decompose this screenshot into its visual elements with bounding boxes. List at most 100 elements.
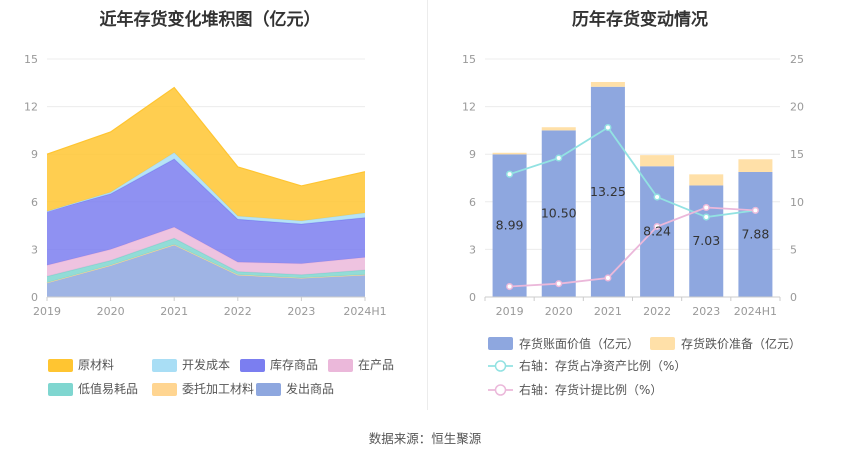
right-y-tick-label: 15 bbox=[462, 53, 476, 66]
bar-reserve bbox=[492, 152, 527, 155]
left-y-tick-label: 9 bbox=[31, 148, 38, 161]
right-x-tick-label: 2021 bbox=[594, 305, 622, 318]
legend-swatch-raw bbox=[48, 359, 73, 372]
legend-label-shipped: 发出商品 bbox=[286, 381, 334, 396]
legend-label-wip: 在产品 bbox=[358, 358, 394, 372]
bar-reserve bbox=[640, 155, 675, 167]
line-point-ratio_line bbox=[506, 170, 514, 178]
line-point-provision_line bbox=[751, 206, 759, 214]
legend-swatch-stock bbox=[240, 359, 265, 372]
bar-reserve bbox=[738, 159, 773, 172]
right-y-tick-label: 12 bbox=[462, 101, 476, 114]
legend-label-provision_line: 右轴：存货计提比例（%） bbox=[519, 382, 662, 397]
bar-reserve bbox=[590, 82, 625, 87]
left-y-tick-label: 3 bbox=[31, 243, 38, 256]
left-stacked-areas bbox=[46, 86, 366, 297]
area-wip bbox=[47, 227, 365, 277]
legend-swatch-dev bbox=[152, 359, 177, 372]
bar-value-label: 7.03 bbox=[692, 233, 720, 248]
data-source-footer: 数据来源：恒生聚源 bbox=[368, 431, 482, 446]
right-x-tick-label: 2023 bbox=[692, 305, 720, 318]
bar-reserve bbox=[689, 174, 724, 186]
left-x-tick-label: 2023 bbox=[287, 305, 315, 318]
bar-reserve bbox=[541, 127, 576, 131]
legend-swatch-shipped bbox=[256, 383, 281, 396]
line-provision_line bbox=[509, 206, 756, 288]
right-y-tick-label: 9 bbox=[469, 148, 476, 161]
left-x-tick-label: 2021 bbox=[160, 305, 188, 318]
legend-label-lowvalue: 低值易耗品 bbox=[78, 381, 138, 396]
bar-value-label: 10.50 bbox=[541, 206, 577, 221]
legend-swatch-reserve bbox=[650, 337, 675, 350]
right-y2-tick-label: 5 bbox=[790, 243, 797, 256]
left-y-tick-label: 15 bbox=[24, 53, 38, 66]
line-point-provision_line bbox=[653, 223, 661, 231]
left-axes: 0 3 6 9 12 15 2019 2020 2021 2022 2023 2024H1 bbox=[24, 53, 387, 318]
bar-book-value bbox=[738, 171, 773, 297]
right-y-tick-label: 6 bbox=[469, 196, 476, 209]
right-x-tick-label: 2019 bbox=[496, 305, 524, 318]
legend-label-dev: 开发成本 bbox=[182, 357, 230, 372]
right-axes: 0 3 6 9 12 15 0 5 10 15 20 25 2019 2020 2021 2022 2023 20… bbox=[462, 53, 804, 318]
left-x-tick-label: 2020 bbox=[97, 305, 125, 318]
left-y-tick-label: 12 bbox=[24, 101, 38, 114]
line-point-ratio_line bbox=[604, 123, 612, 132]
legend-label-book: 存货账面价值（亿元） bbox=[519, 336, 639, 351]
line-point-provision_line bbox=[702, 203, 710, 212]
right-y2-tick-label: 0 bbox=[790, 291, 797, 304]
legend-label-stock: 库存商品 bbox=[270, 357, 318, 372]
left-chart-title: 近年存货变化堆积图（亿元） bbox=[99, 10, 321, 30]
right-y2-tick-label: 10 bbox=[790, 196, 804, 209]
right-gridlines bbox=[485, 58, 780, 298]
legend-swatch-lowvalue bbox=[48, 383, 73, 396]
bar-book-value bbox=[590, 86, 625, 298]
line-point-provision_line bbox=[555, 280, 563, 288]
bar-value-label: 7.88 bbox=[741, 226, 769, 241]
line-ratio_line bbox=[509, 126, 756, 218]
bar-value-label: 8.99 bbox=[496, 218, 524, 233]
left-y-tick-label: 6 bbox=[31, 196, 38, 209]
legend-marker-provision_line bbox=[494, 384, 507, 396]
right-data-labels: 8.99 10.50 13.25 8.24 7.03 7.88 bbox=[496, 184, 770, 248]
legend-label-raw: 原材料 bbox=[78, 358, 114, 372]
bar-value-label: 8.24 bbox=[643, 224, 671, 239]
right-x-tick-label: 2022 bbox=[643, 305, 671, 318]
area-shipped bbox=[47, 244, 365, 297]
right-legend: 存货账面价值（亿元） 存货跌价准备（亿元） 右轴：存货占净资产比例（%） 右轴：存货计… bbox=[488, 336, 801, 397]
line-point-ratio_line bbox=[653, 193, 661, 201]
right-y2-tick-label: 15 bbox=[790, 148, 804, 161]
area-edge-raw bbox=[46, 86, 366, 187]
bar-book-value bbox=[640, 166, 675, 297]
bar-book-value bbox=[492, 154, 527, 297]
left-x-tick-label: 2022 bbox=[224, 305, 252, 318]
right-y-tick-label: 0 bbox=[469, 291, 476, 304]
legend-swatch-wip bbox=[328, 359, 353, 372]
legend-label-reserve: 存货跌价准备（亿元） bbox=[681, 336, 801, 351]
area-dev bbox=[47, 152, 365, 225]
right-x-tick-label: 2024H1 bbox=[734, 305, 777, 318]
panel-divider bbox=[427, 0, 428, 410]
legend-swatch-book bbox=[488, 337, 513, 350]
legend-swatch-outsourced bbox=[152, 383, 177, 396]
right-bars bbox=[492, 82, 773, 298]
left-x-tick-label: 2024H1 bbox=[343, 305, 386, 318]
right-chart-title: 历年存货变动情况 bbox=[572, 10, 708, 30]
right-x-tick-label: 2020 bbox=[545, 305, 573, 318]
left-x-tick-label: 2019 bbox=[33, 305, 61, 318]
legend-marker-ratio_line bbox=[494, 360, 507, 372]
right-y2-tick-label: 20 bbox=[790, 101, 804, 114]
area-edge-outsourced bbox=[46, 243, 366, 284]
line-point-provision_line bbox=[506, 282, 514, 291]
line-point-ratio_line bbox=[555, 154, 563, 162]
right-y-tick-label: 3 bbox=[469, 243, 476, 256]
left-y-tick-label: 0 bbox=[31, 291, 38, 304]
line-point-ratio_line bbox=[702, 213, 710, 221]
legend-label-ratio_line: 右轴：存货占净资产比例（%） bbox=[519, 358, 686, 373]
right-lines bbox=[506, 123, 759, 291]
legend-label-outsourced: 委托加工材料 bbox=[182, 382, 254, 396]
right-y2-tick-label: 25 bbox=[790, 53, 804, 66]
line-point-provision_line bbox=[604, 274, 612, 282]
bar-value-label: 13.25 bbox=[590, 184, 626, 199]
